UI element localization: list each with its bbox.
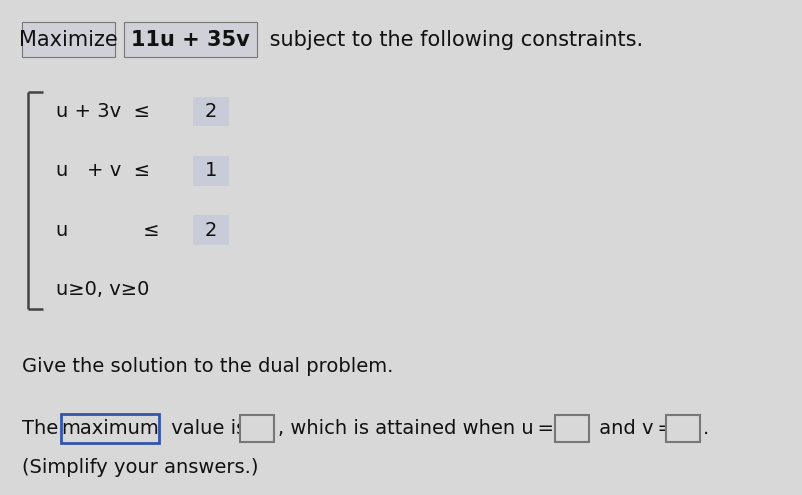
Text: u + 3v  ≤: u + 3v ≤	[56, 102, 150, 121]
Text: 11u + 35v: 11u + 35v	[132, 30, 249, 50]
Text: 2: 2	[205, 102, 217, 121]
FancyBboxPatch shape	[192, 156, 229, 186]
Text: (Simplify your answers.): (Simplify your answers.)	[22, 458, 259, 477]
Text: and v =: and v =	[592, 419, 673, 438]
Text: u   + v  ≤: u + v ≤	[56, 161, 150, 180]
Text: value is: value is	[165, 419, 253, 438]
Text: maximum: maximum	[61, 419, 159, 438]
FancyBboxPatch shape	[192, 215, 229, 245]
FancyBboxPatch shape	[124, 22, 257, 57]
Text: .: .	[702, 419, 708, 438]
FancyBboxPatch shape	[22, 22, 115, 57]
Text: subject to the following constraints.: subject to the following constraints.	[263, 30, 642, 50]
Text: Maximize: Maximize	[19, 30, 118, 50]
FancyBboxPatch shape	[61, 414, 159, 443]
FancyBboxPatch shape	[554, 415, 588, 442]
Text: , which is attained when u =: , which is attained when u =	[277, 419, 553, 438]
Text: 2: 2	[205, 221, 217, 240]
FancyBboxPatch shape	[240, 415, 273, 442]
Text: u≥0, v≥0: u≥0, v≥0	[56, 280, 149, 299]
FancyBboxPatch shape	[666, 415, 699, 442]
FancyBboxPatch shape	[192, 97, 229, 126]
Text: The: The	[22, 419, 65, 438]
Text: 1: 1	[205, 161, 217, 180]
Text: Give the solution to the dual problem.: Give the solution to the dual problem.	[22, 357, 393, 376]
Text: u            ≤: u ≤	[56, 221, 160, 240]
